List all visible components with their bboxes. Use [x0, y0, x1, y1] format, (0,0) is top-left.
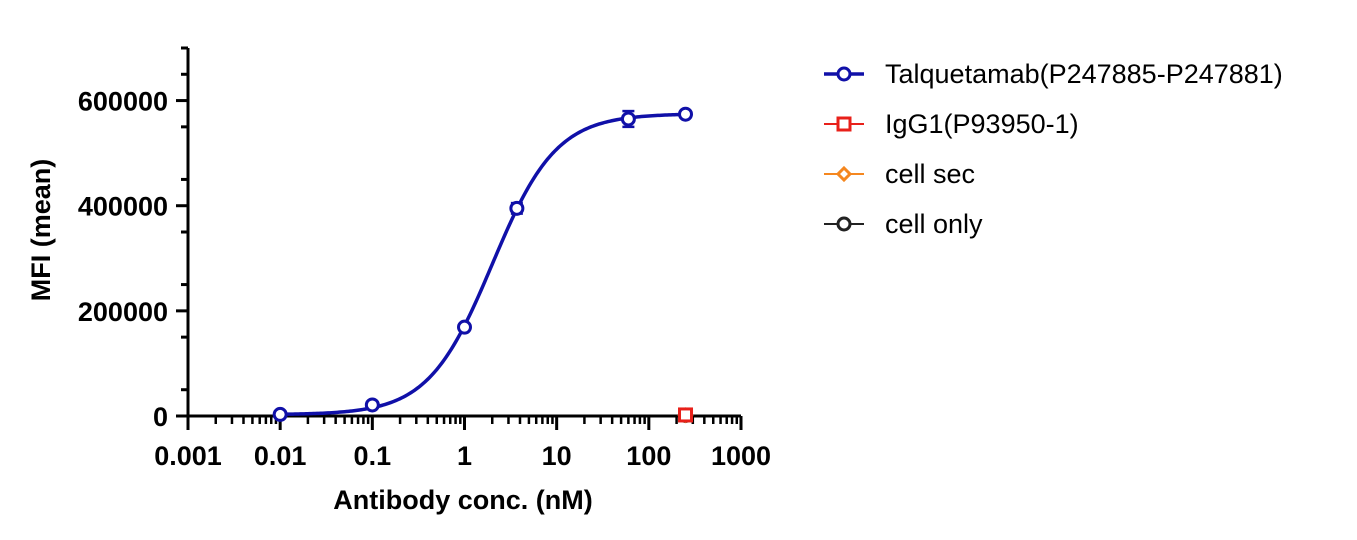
- x-tick-label: 10: [542, 441, 572, 471]
- x-tick-label: 0.001: [154, 441, 222, 471]
- x-tick-label: 1: [457, 441, 472, 471]
- data-point: [272, 406, 288, 422]
- legend-marker: [836, 116, 852, 132]
- legend-label: cell sec: [885, 159, 975, 189]
- legend-label: Talquetamab(P247885-P247881): [885, 59, 1283, 89]
- legend-marker: [836, 66, 852, 82]
- x-tick-label: 0.1: [354, 441, 392, 471]
- x-axis-title: Antibody conc. (nM): [333, 485, 592, 515]
- data-point: [678, 106, 694, 122]
- y-tick-label: 0: [153, 402, 168, 432]
- fit-curve: [280, 112, 686, 417]
- x-tick-label: 100: [626, 441, 671, 471]
- legend-marker: [836, 216, 852, 232]
- y-tick-label: 200000: [78, 297, 168, 327]
- axes: 0 200000 400000 600000 0.001 0.01 0.1 1 10 100 100…: [78, 46, 771, 471]
- plot-area: [272, 106, 694, 424]
- y-axis-title: MFI (mean): [26, 159, 56, 302]
- legend-label: IgG1(P93950-1): [885, 109, 1079, 139]
- legend-label: cell only: [885, 209, 983, 239]
- x-tick-label: 1000: [711, 441, 771, 471]
- y-tick-label: 400000: [78, 192, 168, 222]
- data-point: [620, 111, 636, 127]
- data-point: [678, 407, 694, 423]
- y-tick-label: 600000: [78, 87, 168, 117]
- data-point: [509, 200, 525, 216]
- legend-marker: [835, 165, 853, 183]
- x-tick-label: 0.01: [254, 441, 307, 471]
- data-point: [457, 319, 472, 335]
- legend: Talquetamab(P247885-P247881) IgG1(P93950-…: [824, 59, 1283, 239]
- data-point: [364, 397, 380, 413]
